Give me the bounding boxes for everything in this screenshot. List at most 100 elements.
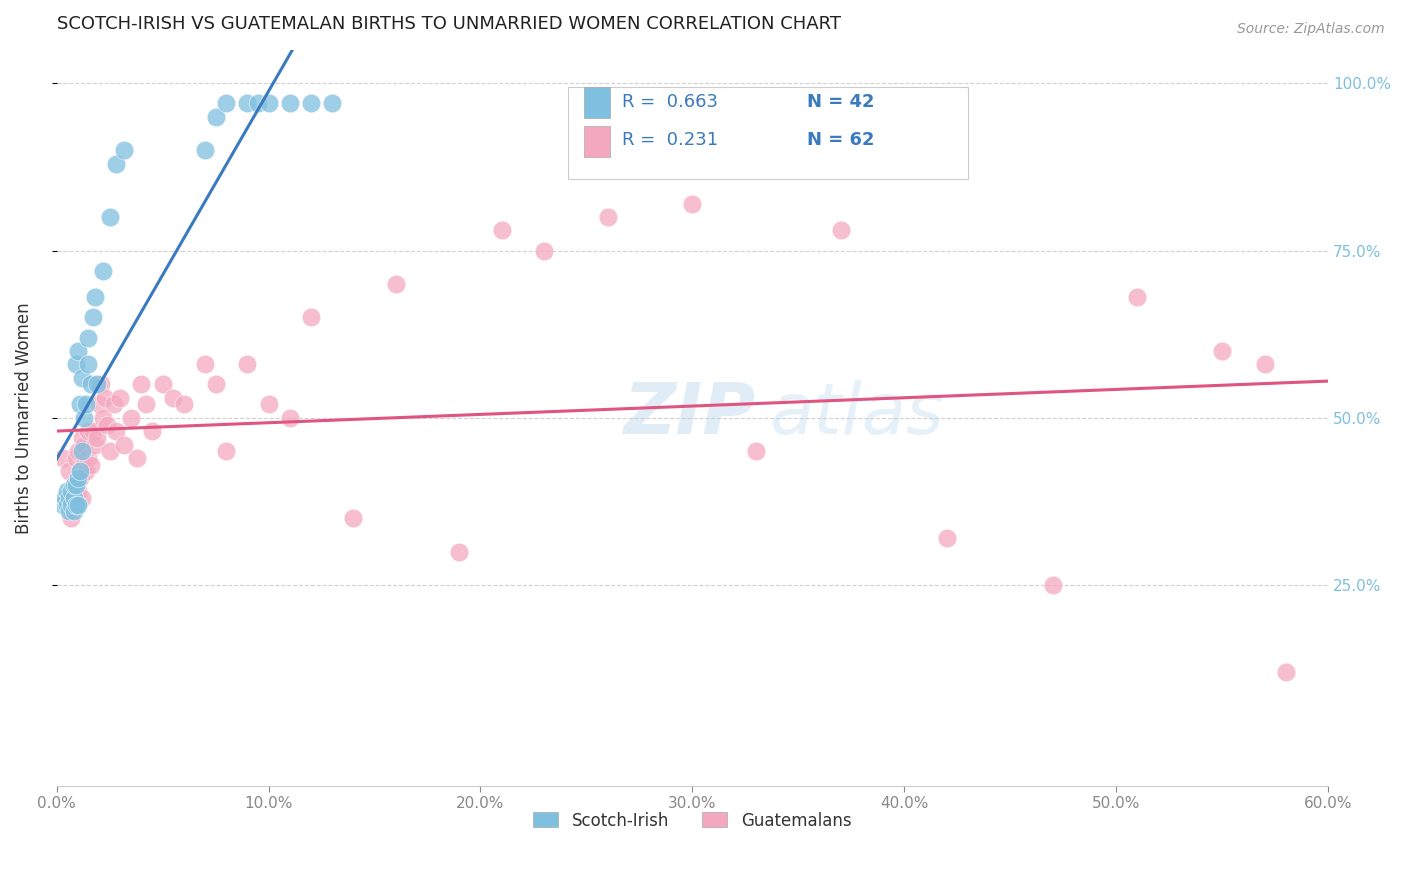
Point [449,544,471,558]
Point [131,377,153,392]
Point [935,531,957,545]
Point [60,511,83,525]
Point [596,210,619,224]
Point [77,357,100,371]
Point [204,377,226,392]
Point [681,196,703,211]
Point [82,424,104,438]
Point [342,511,364,525]
Point [58,464,80,478]
Point [1274,665,1296,679]
Point [70,444,93,458]
Point [112,437,135,451]
Point [299,96,322,111]
Point [62,477,84,491]
Point [66,471,89,485]
Point [56,484,79,499]
Point [257,96,280,111]
Point [52,498,75,512]
Point [70,431,93,445]
Point [70,491,93,505]
Point [491,223,513,237]
FancyBboxPatch shape [568,87,969,178]
Point [91,263,114,277]
Point [83,437,105,451]
Point [86,431,108,445]
Point [58,491,80,505]
Point [1042,578,1064,592]
Point [60,484,83,499]
Point [75,397,97,411]
Point [62,504,84,518]
Point [73,437,96,451]
Text: R =  0.231: R = 0.231 [623,131,718,149]
Point [65,450,87,465]
Point [82,310,104,325]
FancyBboxPatch shape [585,126,610,157]
Point [90,377,112,392]
Point [86,377,108,392]
Point [257,397,280,411]
Point [384,277,406,291]
Legend: Scotch-Irish, Guatemalans: Scotch-Irish, Guatemalans [527,805,858,837]
Point [52,450,75,465]
Point [98,210,121,224]
Point [104,156,127,170]
Point [73,410,96,425]
Point [108,391,131,405]
Point [96,417,118,432]
Point [194,143,217,157]
Point [98,444,121,458]
Point [56,491,79,505]
Text: N = 62: N = 62 [807,131,875,149]
Point [66,484,89,499]
Text: atlas: atlas [769,380,943,449]
Point [120,410,142,425]
Point [1126,290,1149,304]
Point [66,343,89,358]
Text: Source: ZipAtlas.com: Source: ZipAtlas.com [1237,22,1385,37]
Point [69,464,91,478]
Point [1211,343,1233,358]
Point [87,397,110,411]
Point [56,498,79,512]
Point [1253,357,1275,371]
Point [66,444,89,458]
Point [77,450,100,465]
Point [91,410,114,425]
Point [162,391,184,405]
Point [65,498,87,512]
FancyBboxPatch shape [585,87,610,119]
Point [65,498,87,512]
Point [204,110,226,124]
Text: R =  0.663: R = 0.663 [623,93,718,112]
Point [77,424,100,438]
Point [127,450,149,465]
Point [321,96,343,111]
Text: ZIP: ZIP [624,380,756,449]
Point [135,397,157,411]
Point [278,96,301,111]
Point [60,498,83,512]
Point [75,464,97,478]
Point [141,424,163,438]
Text: SCOTCH-IRISH VS GUATEMALAN BIRTHS TO UNMARRIED WOMEN CORRELATION CHART: SCOTCH-IRISH VS GUATEMALAN BIRTHS TO UNM… [56,15,841,33]
Point [58,504,80,518]
Point [62,477,84,491]
Point [194,357,217,371]
Point [152,377,174,392]
Point [69,464,91,478]
Point [73,458,96,472]
Point [533,244,555,258]
Point [299,310,322,325]
Point [830,223,852,237]
Point [69,471,91,485]
Y-axis label: Births to Unmarried Women: Births to Unmarried Women [15,302,32,533]
Point [69,397,91,411]
Point [745,444,768,458]
Point [62,491,84,505]
Point [112,143,135,157]
Point [83,290,105,304]
Point [53,491,76,505]
Point [70,370,93,384]
